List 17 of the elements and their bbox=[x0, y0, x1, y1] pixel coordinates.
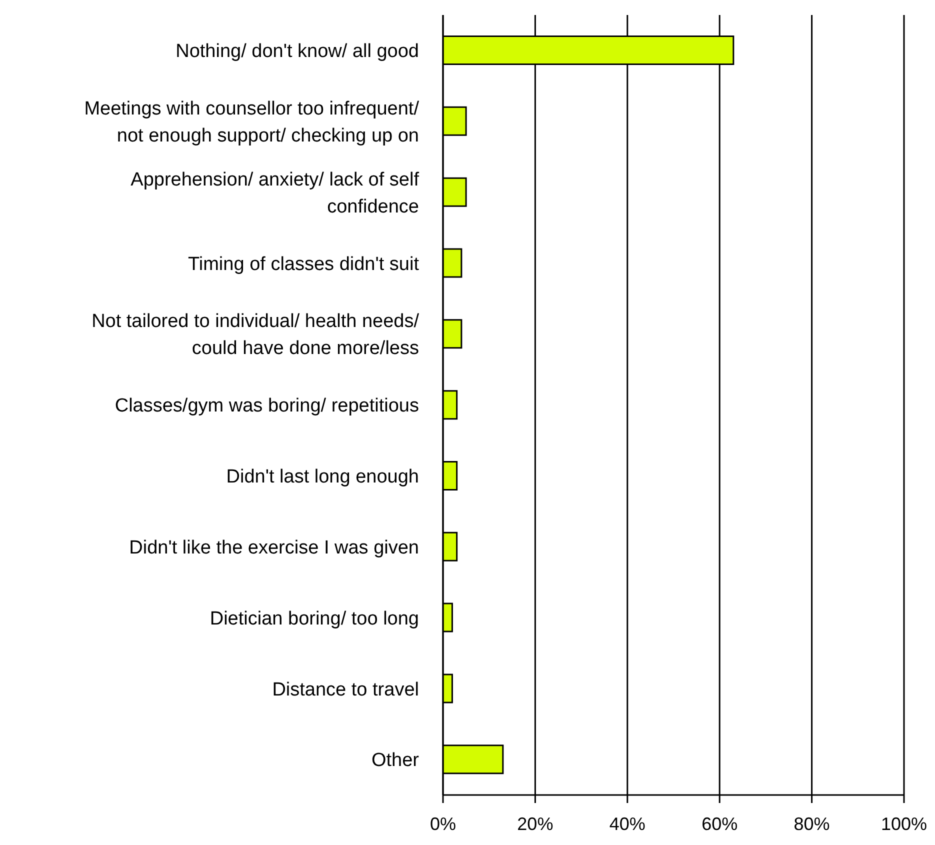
y-tick-label: Timing of classes didn't suit bbox=[188, 254, 420, 275]
y-tick-label: Apprehension/ anxiety/ lack of self confidence bbox=[130, 169, 420, 218]
y-tick-label: Classes/gym was boring/ repetitious bbox=[114, 396, 419, 417]
y-tick-label: Nothing/ don't know/ all good bbox=[176, 41, 419, 62]
y-tick-label: Other bbox=[371, 750, 420, 772]
x-tick-label: 0% bbox=[430, 814, 456, 834]
y-tick-label: Dietician boring/ too long bbox=[210, 608, 419, 630]
y-tick-label: Meetings with counsellor too infrequent/ not enough support/ checking up on bbox=[84, 98, 420, 147]
x-tick-label: 80% bbox=[794, 814, 830, 834]
x-tick-label: 40% bbox=[609, 814, 646, 834]
x-tick-label: 60% bbox=[702, 814, 738, 834]
y-tick-label: Distance to travel bbox=[272, 679, 419, 700]
y-tick-label: Didn't like the exercise I was given bbox=[129, 537, 419, 558]
y-tick-label: Didn't last long enough bbox=[226, 466, 419, 488]
y-tick-label: Not tailored to individual/ health needs/ could have done more/less bbox=[92, 311, 420, 360]
x-tick-label: 20% bbox=[517, 814, 554, 834]
x-tick-label: 100% bbox=[880, 814, 928, 834]
